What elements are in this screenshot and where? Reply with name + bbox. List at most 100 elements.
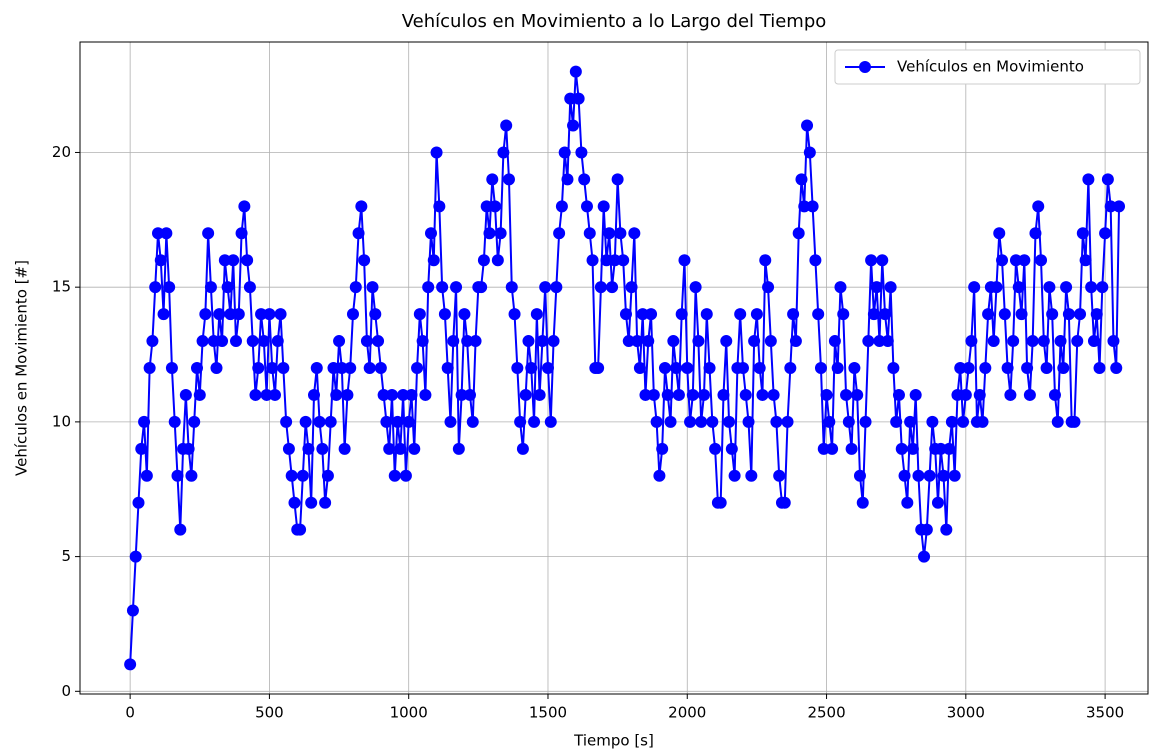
point bbox=[313, 415, 326, 428]
y-tick-label: 5 bbox=[61, 547, 71, 565]
point bbox=[764, 335, 777, 348]
x-tick-label: 1500 bbox=[529, 704, 567, 722]
point bbox=[945, 415, 958, 428]
point bbox=[734, 308, 747, 321]
point bbox=[1009, 254, 1022, 267]
point bbox=[366, 281, 379, 294]
point bbox=[193, 388, 206, 401]
point bbox=[227, 254, 240, 267]
point bbox=[168, 415, 181, 428]
point bbox=[341, 388, 354, 401]
point bbox=[450, 281, 463, 294]
point bbox=[204, 281, 217, 294]
x-tick-label: 2500 bbox=[807, 704, 845, 722]
point bbox=[132, 496, 145, 509]
point bbox=[959, 388, 972, 401]
point bbox=[848, 362, 861, 374]
point bbox=[951, 388, 964, 401]
point bbox=[143, 362, 156, 374]
point bbox=[550, 281, 563, 294]
point bbox=[321, 469, 334, 482]
point bbox=[218, 254, 231, 267]
point bbox=[993, 227, 1006, 240]
point bbox=[578, 173, 591, 186]
point bbox=[369, 308, 382, 321]
point bbox=[814, 362, 827, 374]
point bbox=[1026, 335, 1039, 348]
point bbox=[887, 362, 900, 374]
point bbox=[413, 308, 426, 321]
point bbox=[327, 362, 340, 374]
point bbox=[419, 388, 432, 401]
point bbox=[723, 415, 736, 428]
point bbox=[358, 254, 371, 267]
point bbox=[1110, 362, 1123, 374]
point bbox=[622, 335, 635, 348]
point bbox=[692, 335, 705, 348]
point bbox=[859, 415, 872, 428]
point bbox=[216, 335, 229, 348]
point bbox=[335, 362, 348, 374]
point bbox=[1113, 200, 1126, 213]
point bbox=[129, 550, 142, 563]
point bbox=[519, 388, 532, 401]
point bbox=[483, 227, 496, 240]
point bbox=[592, 362, 605, 374]
point bbox=[475, 281, 488, 294]
point bbox=[642, 335, 655, 348]
point bbox=[633, 362, 646, 374]
x-tick-label: 3000 bbox=[947, 704, 985, 722]
point bbox=[196, 335, 209, 348]
point bbox=[996, 254, 1009, 267]
x-axis-label: Tiempo [s] bbox=[573, 732, 654, 750]
legend-marker bbox=[859, 61, 871, 73]
x-tick-label: 2000 bbox=[668, 704, 706, 722]
point bbox=[277, 362, 290, 374]
point bbox=[1021, 362, 1034, 374]
point bbox=[296, 469, 309, 482]
point bbox=[784, 362, 797, 374]
point bbox=[631, 335, 644, 348]
point bbox=[424, 227, 437, 240]
legend-box bbox=[834, 49, 1141, 85]
point bbox=[522, 335, 535, 348]
y-tick-label: 15 bbox=[52, 278, 71, 296]
point bbox=[544, 415, 557, 428]
point bbox=[157, 308, 170, 321]
point bbox=[906, 442, 919, 455]
point bbox=[391, 415, 404, 428]
point bbox=[310, 362, 323, 374]
point bbox=[767, 388, 780, 401]
point bbox=[1060, 281, 1073, 294]
point bbox=[943, 442, 956, 455]
point bbox=[458, 308, 471, 321]
point bbox=[1029, 227, 1042, 240]
point bbox=[990, 281, 1003, 294]
point bbox=[625, 281, 638, 294]
point bbox=[480, 200, 493, 213]
point bbox=[923, 469, 936, 482]
point bbox=[781, 415, 794, 428]
point bbox=[979, 362, 992, 374]
point bbox=[330, 388, 343, 401]
point bbox=[257, 335, 270, 348]
point bbox=[154, 254, 167, 267]
point bbox=[402, 415, 415, 428]
point bbox=[567, 119, 580, 132]
point bbox=[316, 442, 329, 455]
point bbox=[583, 227, 596, 240]
point bbox=[647, 388, 660, 401]
point bbox=[879, 308, 892, 321]
point bbox=[497, 146, 510, 159]
point bbox=[1046, 308, 1059, 321]
point bbox=[745, 469, 758, 482]
point bbox=[756, 388, 769, 401]
point bbox=[363, 362, 376, 374]
point bbox=[221, 281, 234, 294]
point bbox=[1071, 335, 1084, 348]
point bbox=[1057, 362, 1070, 374]
point bbox=[255, 308, 268, 321]
point bbox=[1004, 388, 1017, 401]
point bbox=[249, 388, 262, 401]
x-tick-label: 500 bbox=[255, 704, 284, 722]
